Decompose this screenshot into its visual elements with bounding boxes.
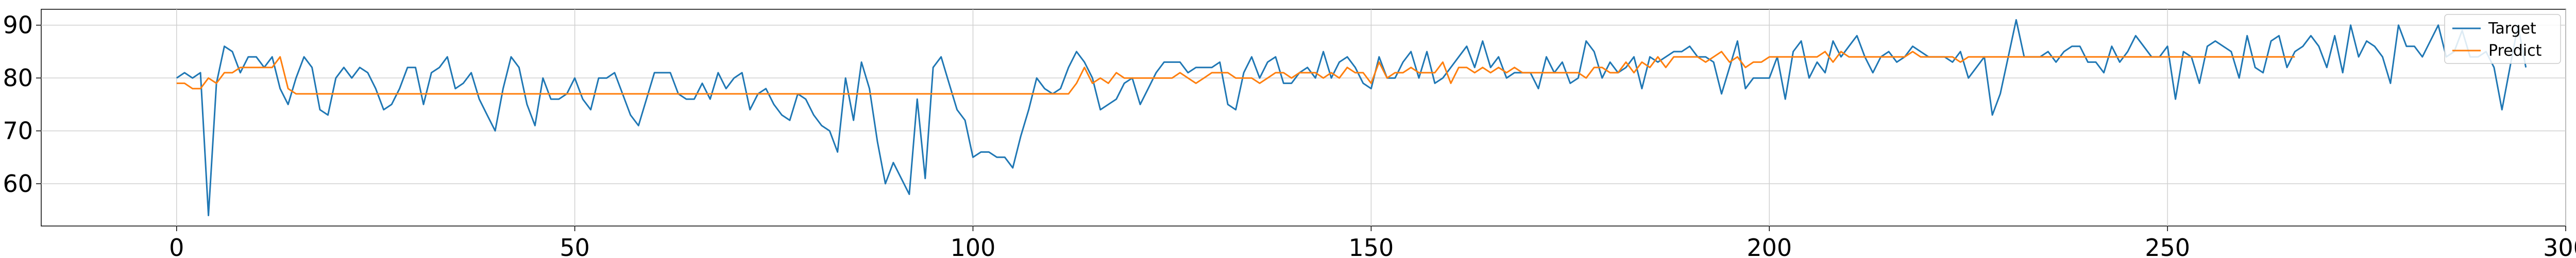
x-tick-label: 200 (1747, 234, 1792, 258)
x-tick-label: 300 (2543, 234, 2576, 258)
y-axis-ticks: 60 70 80 90 (3, 11, 41, 198)
grid-lines (41, 9, 2566, 226)
x-tick-label: 100 (951, 234, 996, 258)
legend-label-target: Target (2488, 20, 2536, 38)
x-tick-label: 50 (560, 234, 590, 258)
y-tick-label: 80 (3, 64, 33, 92)
legend-label-predict: Predict (2488, 42, 2542, 60)
y-tick-label: 60 (3, 170, 33, 198)
legend: Target Predict (2444, 14, 2561, 64)
x-tick-label: 150 (1348, 234, 1394, 258)
x-tick-label: 250 (2145, 234, 2190, 258)
plot-frame (41, 9, 2566, 227)
series-line-predict (176, 51, 2295, 95)
y-tick-label: 70 (3, 117, 33, 145)
y-tick-label: 90 (3, 11, 33, 39)
series-group (176, 19, 2527, 216)
x-axis-ticks: 0 50 100 150 200 250 300 (169, 226, 2576, 258)
series-line-target (176, 19, 2527, 216)
x-tick-label: 0 (169, 234, 184, 258)
plot-area: 0 50 100 150 200 250 300 60 70 80 90 (3, 9, 2576, 258)
